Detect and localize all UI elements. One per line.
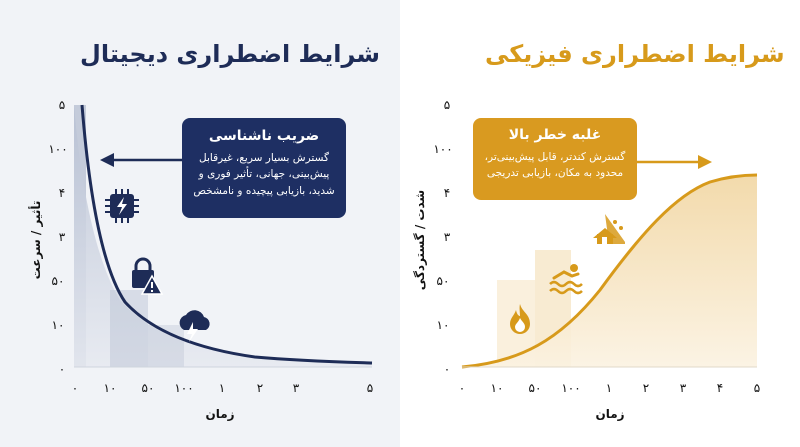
- digital-x-tick: ۵: [367, 381, 373, 395]
- physical-x-tick: ۱۰۰: [561, 381, 580, 395]
- physical-x-tick: ۵۰: [529, 381, 542, 395]
- physical-y-tick: ۳: [444, 230, 451, 244]
- physical-y-axis-title: شدت / گستردگی: [413, 190, 427, 290]
- digital-x-tick: ۰: [72, 381, 78, 395]
- digital-x-tick: ۱۰۰: [174, 381, 193, 395]
- physical-callout-title: غلبه خطر بالا: [508, 127, 602, 143]
- digital-x-tick: ۳: [293, 381, 300, 395]
- physical-x-tick: ۵: [754, 381, 760, 395]
- physical-callout: غلبه خطر بالا گسترش کندتر، قابل پیش‌بینی…: [473, 118, 637, 200]
- digital-curve: [80, 104, 373, 365]
- digital-area: [74, 105, 372, 367]
- physical-arrow-head: [698, 155, 712, 169]
- physical-x-ticks: ۰ ۱۰ ۵۰ ۱۰۰ ۱ ۲ ۳ ۴ ۵: [459, 381, 760, 395]
- physical-curve: [461, 173, 758, 369]
- cloud-lightning-icon: [179, 310, 210, 342]
- digital-x-tick: ۲: [257, 381, 263, 395]
- chip-lightning-icon: [105, 189, 139, 223]
- digital-y-tick: ۵۰: [52, 274, 65, 288]
- physical-x-tick: ۲: [643, 381, 649, 395]
- physical-x-tick: ۱۰: [491, 381, 504, 395]
- digital-x-tick: ۵۰: [142, 381, 155, 395]
- digital-x-ticks: ۰ ۱۰ ۵۰ ۱۰۰ ۱ ۲ ۳ ۵: [72, 381, 373, 395]
- physical-y-tick: ۱۰۰: [433, 142, 452, 156]
- physical-callout-text: گسترش کندتر، قابل پیش‌بینی‌تر، محدود به …: [484, 151, 626, 180]
- digital-y-tick: ۴: [59, 186, 65, 200]
- digital-panel: [0, 0, 400, 447]
- physical-y-tick: ۵: [444, 98, 450, 112]
- digital-callout-title: ضریب ناشناسی: [208, 128, 320, 144]
- physical-y-tick: ۴: [444, 186, 450, 200]
- fire-icon: [510, 304, 530, 334]
- digital-x-tick: ۱: [219, 381, 225, 395]
- swimmer-flood-icon: [549, 264, 583, 295]
- physical-x-tick: ۰: [459, 381, 465, 395]
- digital-y-tick: ۰: [59, 362, 65, 376]
- physical-x-tick: ۴: [717, 381, 723, 395]
- physical-area: [462, 175, 757, 367]
- digital-x-axis-title: زمان: [205, 407, 234, 421]
- physical-x-tick: ۳: [680, 381, 687, 395]
- digital-x-tick: ۱۰: [104, 381, 117, 395]
- digital-y-tick: ۳: [59, 230, 66, 244]
- digital-y-axis-title: تأثیر / سرعت: [28, 201, 43, 280]
- physical-y-tick: ۰: [444, 362, 450, 376]
- digital-y-tick: ۵: [59, 98, 65, 112]
- digital-y-ticks: ۵ ۱۰۰ ۴ ۳ ۵۰ ۱۰ ۰: [48, 98, 67, 376]
- digital-y-tick: ۱۰: [52, 318, 65, 332]
- physical-y-ticks: ۵ ۱۰۰ ۴ ۳ ۵۰ ۱۰ ۰: [433, 98, 452, 376]
- physical-y-tick: ۱۰: [437, 318, 450, 332]
- digital-arrow-head: [100, 153, 114, 167]
- digital-chart: ۵ ۱۰۰ ۴ ۳ ۵۰ ۱۰ ۰ ۰ ۱۰ ۵۰ ۱۰۰ ۱ ۲ ۳ ۵ زم…: [28, 98, 373, 421]
- digital-chart-title: شرایط اضطراری دیجیتال: [80, 40, 380, 68]
- physical-y-tick: ۵۰: [437, 274, 450, 288]
- digital-callout: ضریب ناشناسی گسترش بسیار سریع، غیرقابل پ…: [182, 118, 346, 218]
- digital-y-tick: ۱۰۰: [48, 142, 67, 156]
- physical-x-tick: ۱: [606, 381, 612, 395]
- lock-warning-icon: [132, 257, 164, 295]
- physical-chart-title: شرایط اضطراری فیزیکی: [485, 40, 785, 68]
- physical-chart: ۵ ۱۰۰ ۴ ۳ ۵۰ ۱۰ ۰ ۰ ۱۰ ۵۰ ۱۰۰ ۱ ۲ ۳ ۴ ۵ …: [413, 98, 760, 421]
- landslide-house-icon: [593, 214, 625, 244]
- digital-callout-text: گسترش بسیار سریع، غیرقابل پیش‌بینی، جهان…: [193, 152, 335, 197]
- physical-x-axis-title: زمان: [595, 407, 624, 421]
- digital-band-2: [110, 290, 148, 367]
